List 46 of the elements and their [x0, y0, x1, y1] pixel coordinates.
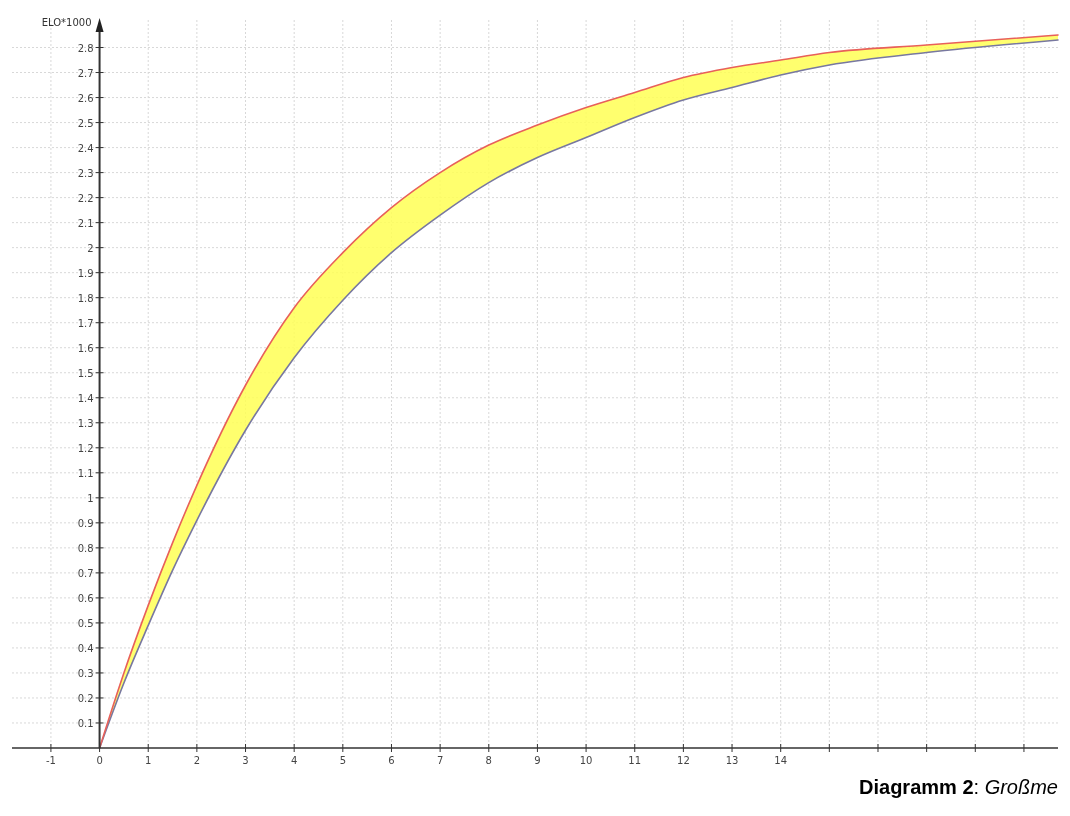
- x-tick-label: 2: [193, 755, 201, 766]
- x-tick-label: 5: [339, 755, 347, 766]
- y-axis-title: ELO*1000: [41, 17, 92, 28]
- y-tick-label: 0.7: [77, 567, 94, 579]
- x-tick-label: 1: [145, 755, 152, 766]
- x-tick-label: 11: [628, 755, 642, 766]
- y-tick-label: 2.8: [77, 42, 94, 54]
- x-tick-label: 4: [290, 755, 298, 766]
- y-tick-label: 1.2: [77, 442, 94, 454]
- y-tick-label: 1.3: [77, 417, 94, 429]
- x-tick-label: 7: [436, 755, 444, 766]
- x-tick-label: 9: [534, 755, 541, 766]
- y-tick-label: 1.9: [77, 267, 94, 279]
- y-tick-label: 1.1: [77, 467, 94, 479]
- y-tick-label: 2.1: [77, 217, 94, 229]
- x-tick-label: 3: [242, 755, 249, 766]
- y-tick-label: 2.4: [77, 142, 94, 154]
- y-tick-label: 0.5: [77, 617, 94, 629]
- y-tick-label: 2.7: [77, 67, 94, 79]
- y-tick-label: 1.6: [77, 342, 94, 354]
- text: Diagramm 2: Großme: [859, 776, 1058, 798]
- x-tick-label: 0: [96, 755, 103, 766]
- x-tick-label: 8: [485, 755, 492, 766]
- x-tick-label: 10: [579, 755, 593, 766]
- x-tick-label: -1: [45, 755, 56, 766]
- y-tick-label: 2.6: [77, 92, 94, 104]
- y-tick-label: 1.4: [77, 392, 94, 404]
- y-tick-label: 1.5: [77, 367, 94, 379]
- y-tick-label: 0.2: [77, 692, 94, 704]
- x-tick-label: 13: [725, 755, 739, 766]
- y-tick-label: 0.3: [77, 667, 94, 679]
- y-tick-label: 0.4: [77, 642, 94, 654]
- x-tick-label: 6: [388, 755, 395, 766]
- y-tick-label: 2.3: [77, 167, 94, 179]
- y-tick-label: 1.7: [77, 317, 94, 329]
- x-tick-label: 12: [677, 755, 690, 766]
- y-tick-label: 0.9: [77, 517, 94, 529]
- y-tick-label: 2.5: [77, 117, 94, 129]
- y-tick-label: 0.8: [77, 542, 94, 554]
- y-tick-label: 2: [87, 242, 94, 254]
- y-tick-label: 1: [87, 492, 94, 504]
- x-tick-label: 14: [774, 755, 788, 766]
- y-tick-label: 2.2: [77, 192, 94, 204]
- y-tick-label: 1.8: [77, 292, 94, 304]
- y-tick-label: 0.6: [77, 592, 94, 604]
- y-tick-label: 0.1: [77, 717, 94, 729]
